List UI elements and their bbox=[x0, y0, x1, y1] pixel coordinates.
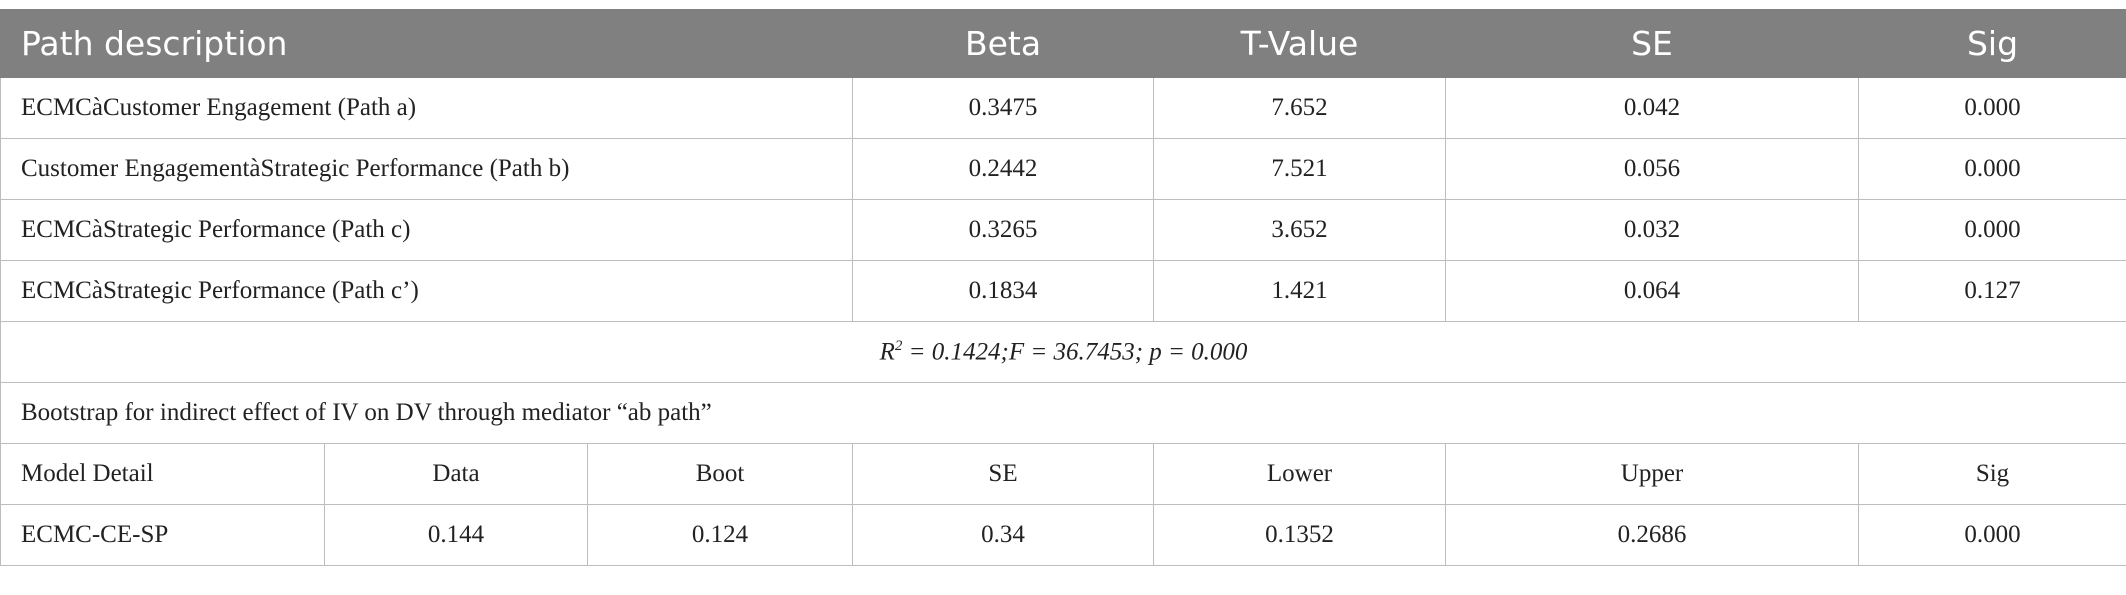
value-cell: 0.000 bbox=[1859, 139, 2126, 200]
bootstrap-cell: 0.34 bbox=[853, 505, 1154, 566]
data-row: ECMCàStrategic Performance (Path c’)0.18… bbox=[1, 261, 2126, 322]
value-cell: 0.064 bbox=[1446, 261, 1859, 322]
path-cell: ECMCàStrategic Performance (Path c’) bbox=[1, 261, 853, 322]
header-cell: SE bbox=[1446, 10, 1859, 78]
value-cell: 0.000 bbox=[1859, 200, 2126, 261]
fit-symbol: R bbox=[880, 338, 895, 365]
bootstrap-header-cell: Sig bbox=[1859, 444, 2126, 505]
value-cell: 0.1834 bbox=[853, 261, 1154, 322]
bootstrap-cell: 0.124 bbox=[588, 505, 853, 566]
bootstrap-header-cell: Data bbox=[325, 444, 588, 505]
value-cell: 0.127 bbox=[1859, 261, 2126, 322]
path-cell: Customer EngagementàStrategic Performanc… bbox=[1, 139, 853, 200]
bootstrap-header-cell: Boot bbox=[588, 444, 853, 505]
header-cell: T-Value bbox=[1154, 10, 1446, 78]
data-row: ECMCàStrategic Performance (Path c)0.326… bbox=[1, 200, 2126, 261]
data-row: Customer EngagementàStrategic Performanc… bbox=[1, 139, 2126, 200]
bootstrap-header-cell: Model Detail bbox=[1, 444, 325, 505]
bootstrap-cell: 0.000 bbox=[1859, 505, 2126, 566]
header-cell: Beta bbox=[853, 10, 1154, 78]
header-cell: Sig bbox=[1859, 10, 2126, 78]
value-cell: 3.652 bbox=[1154, 200, 1446, 261]
bootstrap-header-cell: SE bbox=[853, 444, 1154, 505]
fit-row: R2 = 0.1424;F = 36.7453; p = 0.000 bbox=[1, 322, 2126, 383]
value-cell: 0.032 bbox=[1446, 200, 1859, 261]
value-cell: 0.042 bbox=[1446, 78, 1859, 139]
bootstrap-title: Bootstrap for indirect effect of IV on D… bbox=[1, 383, 2126, 444]
value-cell: 0.2442 bbox=[853, 139, 1154, 200]
bootstrap-cell: ECMC-CE-SP bbox=[1, 505, 325, 566]
value-cell: 1.421 bbox=[1154, 261, 1446, 322]
value-cell: 0.3475 bbox=[853, 78, 1154, 139]
bootstrap-cell: 0.144 bbox=[325, 505, 588, 566]
value-cell: 0.000 bbox=[1859, 78, 2126, 139]
bootstrap-header-cell: Upper bbox=[1446, 444, 1859, 505]
header-cell: Path description bbox=[1, 10, 853, 78]
value-cell: 7.652 bbox=[1154, 78, 1446, 139]
bootstrap-header-cell: Lower bbox=[1154, 444, 1446, 505]
value-cell: 0.056 bbox=[1446, 139, 1859, 200]
path-cell: ECMCàStrategic Performance (Path c) bbox=[1, 200, 853, 261]
model-fit: R2 = 0.1424;F = 36.7453; p = 0.000 bbox=[1, 322, 2126, 383]
value-cell: 7.521 bbox=[1154, 139, 1446, 200]
bootstrap-title-row: Bootstrap for indirect effect of IV on D… bbox=[1, 383, 2126, 444]
value-cell: 0.3265 bbox=[853, 200, 1154, 261]
bootstrap-cell: 0.1352 bbox=[1154, 505, 1446, 566]
path-cell: ECMCàCustomer Engagement (Path a) bbox=[1, 78, 853, 139]
fit-text: = 0.1424;F = 36.7453; p = 0.000 bbox=[902, 338, 1247, 365]
bootstrap-cell: 0.2686 bbox=[1446, 505, 1859, 566]
